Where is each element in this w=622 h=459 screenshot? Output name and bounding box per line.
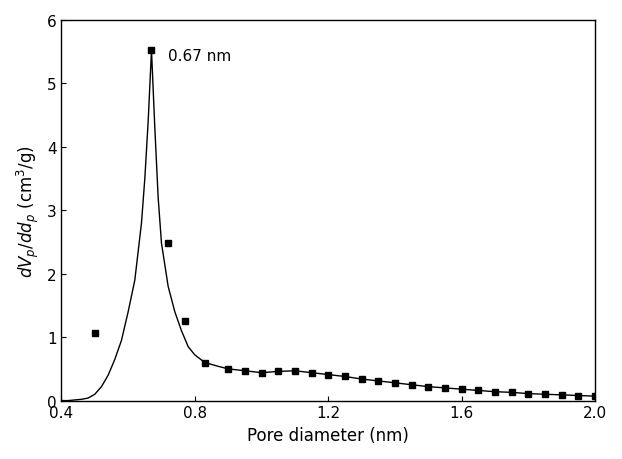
Y-axis label: $dV_p/dd_p$ (cm$^3$/g): $dV_p/dd_p$ (cm$^3$/g) [15, 145, 41, 277]
Text: 0.67 nm: 0.67 nm [168, 49, 231, 64]
X-axis label: Pore diameter (nm): Pore diameter (nm) [248, 426, 409, 444]
